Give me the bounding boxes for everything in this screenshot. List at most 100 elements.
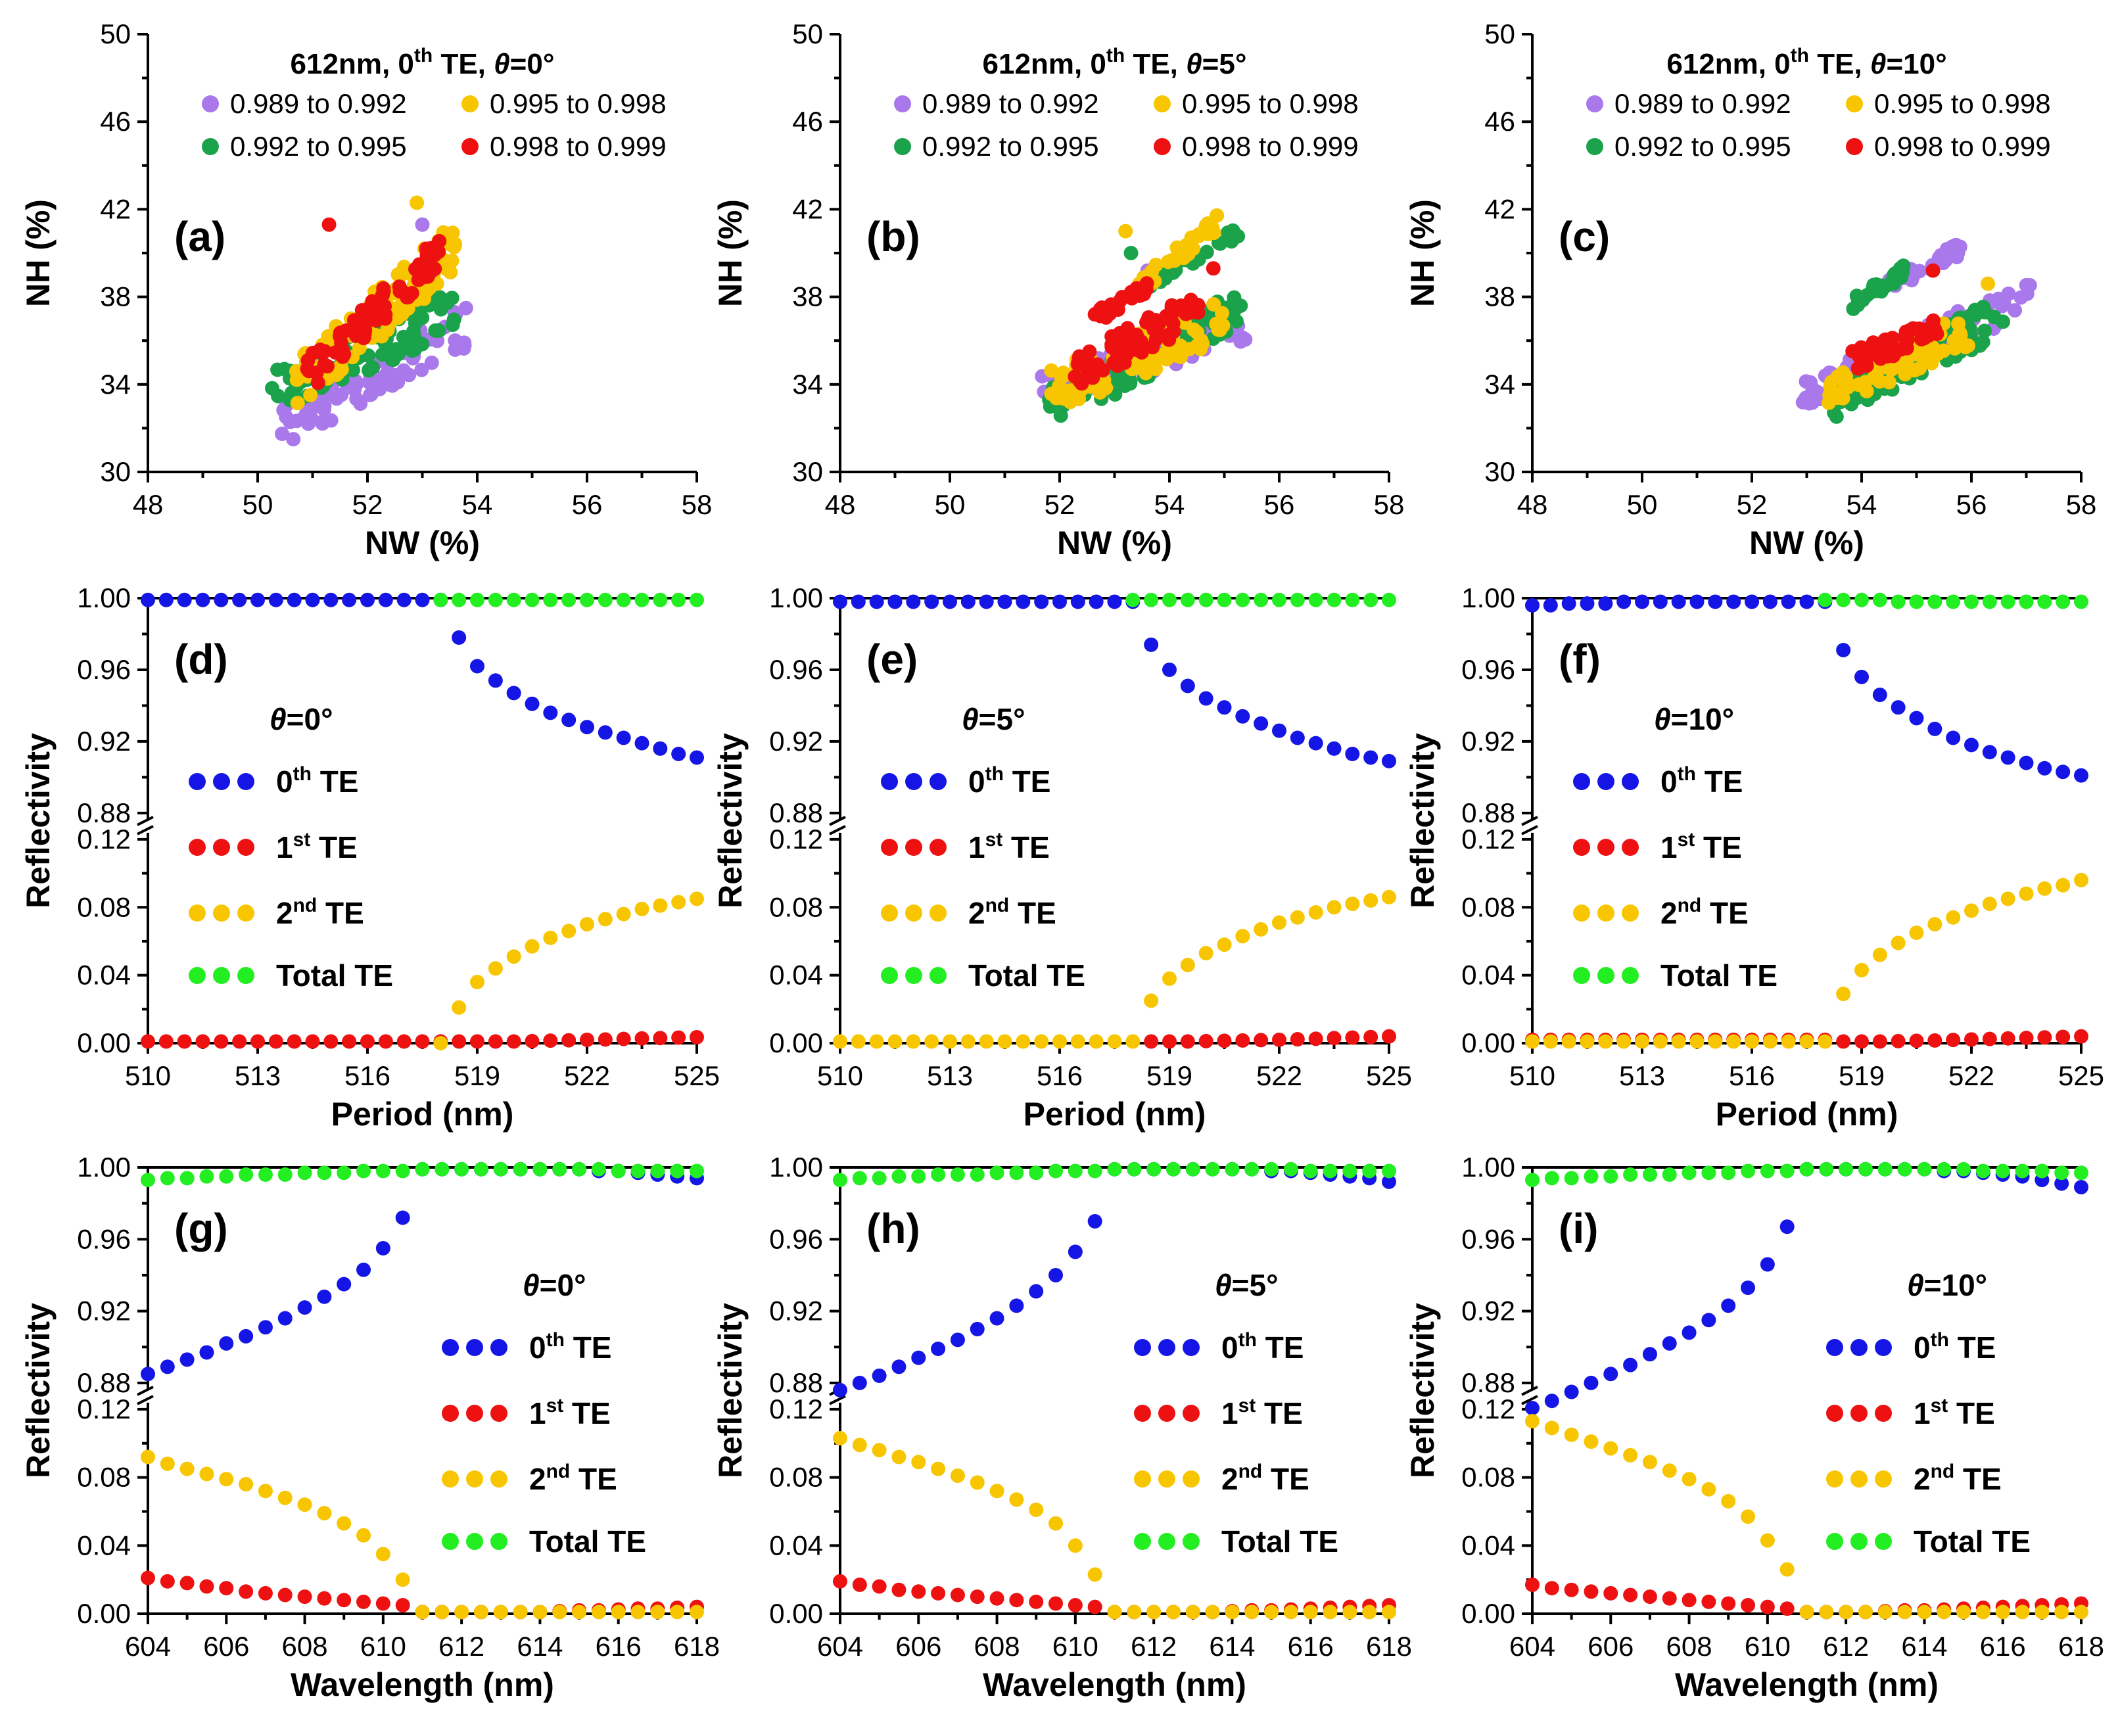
legend-marker (189, 967, 206, 984)
y-axis-title: Reflectivity (712, 1303, 749, 1478)
point (1642, 1347, 1657, 1362)
series-2nd-te (1525, 1414, 2088, 1620)
point (362, 363, 377, 378)
angle-label: θ=5° (962, 702, 1025, 736)
legend-label: 2nd TE (1914, 1461, 2002, 1496)
point (1089, 1034, 1104, 1049)
legend-marker (881, 773, 898, 790)
x-tick-label: 56 (572, 489, 603, 520)
panel-label: (g) (174, 1205, 228, 1252)
y-tick-label: 34 (792, 369, 823, 400)
legend-marker (461, 95, 479, 112)
legend-label: 0.992 to 0.995 (922, 131, 1099, 162)
point (1854, 962, 1869, 977)
point (1741, 1163, 1756, 1179)
point (580, 720, 594, 735)
point (141, 1034, 155, 1049)
x-tick-label: 48 (133, 489, 164, 520)
point (1682, 1593, 1697, 1608)
x-tick-label: 48 (825, 489, 856, 520)
point (488, 961, 503, 976)
x-tick-label: 612 (1823, 1631, 1869, 1662)
point (179, 1461, 195, 1476)
point (1235, 1033, 1250, 1048)
angle-label: θ=0° (270, 702, 333, 736)
point (671, 746, 686, 761)
series-total-te (1525, 1161, 2088, 1188)
point (997, 1034, 1012, 1049)
point (2074, 872, 2088, 887)
point (1264, 1161, 1279, 1177)
legend-marker (1573, 967, 1590, 984)
point (580, 592, 594, 607)
legend-marker (881, 904, 898, 922)
point (335, 346, 350, 361)
point (353, 396, 368, 411)
point (1662, 1463, 1677, 1478)
legend-label: 2nd TE (276, 895, 364, 930)
point (1760, 1163, 1775, 1179)
point (2037, 761, 2052, 776)
point (1235, 709, 1250, 724)
point (1382, 1605, 1396, 1620)
point (1682, 1165, 1697, 1181)
x-tick-label: 513 (235, 1060, 281, 1091)
point (543, 592, 558, 607)
point (199, 1169, 214, 1184)
point (1098, 381, 1114, 396)
point (289, 413, 304, 429)
point (1186, 322, 1201, 337)
point (363, 310, 378, 325)
point (1044, 387, 1059, 402)
y-axis-title: Reflectivity (712, 733, 749, 908)
legend-label: 2nd TE (529, 1461, 617, 1496)
y-tick-label: 0.08 (769, 891, 823, 922)
point (313, 344, 328, 360)
point (1584, 1434, 1599, 1449)
point (891, 1582, 906, 1597)
point (1068, 1163, 1083, 1179)
legend-label: 0.992 to 0.995 (1614, 131, 1791, 162)
point (435, 1605, 450, 1620)
point (1762, 1034, 1777, 1049)
point (1956, 1161, 1971, 1177)
point (1162, 971, 1177, 986)
point (970, 1167, 985, 1182)
y-tick-label: 0.12 (1461, 824, 1515, 855)
legend-label: 0.989 to 0.992 (1614, 88, 1791, 119)
point (488, 592, 503, 607)
legend-marker (213, 967, 230, 984)
point (1525, 1577, 1540, 1592)
point (1951, 316, 1966, 331)
point (1897, 1605, 1912, 1620)
x-tick-label: 604 (817, 1631, 863, 1662)
point (1525, 1173, 1540, 1188)
point (1229, 314, 1244, 329)
point (869, 1034, 884, 1049)
panel-label: (b) (866, 213, 920, 260)
point (552, 1605, 567, 1620)
point (1070, 1034, 1085, 1049)
point (1544, 1171, 1559, 1186)
point (392, 269, 407, 284)
x-tick-label: 610 (1745, 1631, 1791, 1662)
point (1264, 1605, 1279, 1620)
y-axis-title: NH (%) (20, 199, 57, 307)
point (323, 1034, 339, 1049)
x-tick-label: 610 (1052, 1631, 1098, 1662)
point (1818, 592, 1833, 607)
point (1123, 246, 1139, 260)
point (1946, 594, 1961, 609)
point (1009, 1298, 1024, 1313)
point (1087, 1567, 1102, 1582)
y-tick-label: 0.08 (77, 1462, 131, 1493)
point (598, 725, 613, 740)
legend-marker (461, 138, 479, 155)
point (1217, 1033, 1232, 1048)
legend-marker (202, 138, 219, 155)
point (634, 592, 649, 607)
point (1362, 1163, 1377, 1179)
point (1283, 1161, 1298, 1177)
x-tick-label: 516 (1729, 1060, 1775, 1091)
point (1635, 1034, 1649, 1049)
